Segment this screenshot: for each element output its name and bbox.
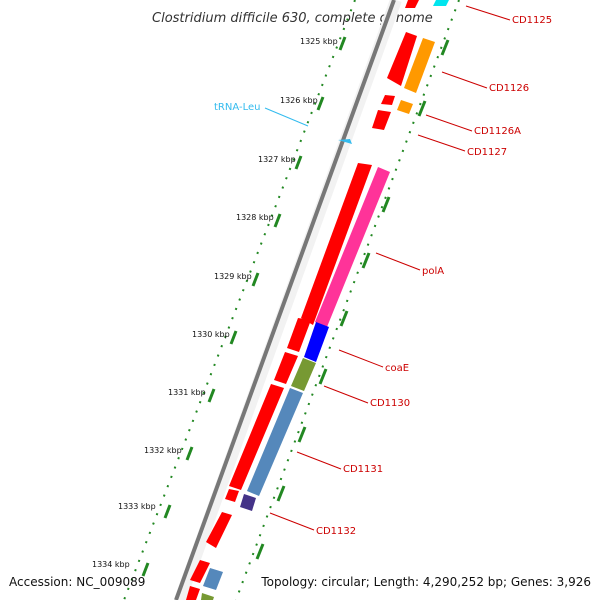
gene-feature: [203, 568, 223, 590]
gene-label-cd1126a: CD1126A: [474, 126, 521, 137]
gene-cd1125: [433, 0, 449, 6]
label-line: [338, 349, 384, 368]
gene-label-cd1131: CD1131: [343, 464, 383, 475]
gene-feature: [372, 110, 391, 130]
gene-cd1130: [291, 358, 316, 391]
inner-tick: [294, 155, 303, 170]
label-line: [269, 512, 315, 531]
label-line: [425, 114, 473, 132]
inner-tick: [185, 446, 194, 461]
tick-label: 1330 kbp: [192, 330, 230, 339]
label-line: [441, 71, 488, 89]
gene-feature: [301, 163, 372, 325]
gene-feature: [405, 0, 419, 8]
label-line: [323, 385, 369, 404]
gene-feature: [186, 586, 200, 600]
gene-feature: [206, 512, 232, 548]
backbone-line: [174, 0, 396, 601]
inner-tick: [229, 330, 238, 345]
label-line: [465, 5, 511, 21]
trna-label-line: [264, 107, 309, 127]
outer-tick: [276, 485, 286, 502]
gene-feature: [201, 593, 214, 600]
tick-label: 1332 kbp: [144, 446, 182, 455]
reverse-strand-genes: [186, 0, 419, 600]
accession-text: Accession: NC_009089: [9, 575, 145, 589]
inner-dotted-ring: [123, 0, 356, 601]
tick-label: 1326 kbp: [280, 96, 318, 105]
gene-label-cd1126: CD1126: [489, 83, 529, 94]
gene-feature: [381, 95, 395, 105]
gene-label-coae: coaE: [385, 363, 409, 374]
genome-summary-text: Topology: circular; Length: 4,290,252 bp…: [260, 575, 591, 589]
label-line: [417, 134, 466, 152]
gene-feature: [190, 560, 210, 583]
trna-marker: [338, 139, 352, 144]
label-line: [296, 451, 342, 470]
gene-cd1126: [404, 38, 435, 93]
backbone-shadow: [174, 0, 402, 603]
gene-label-cd1130: CD1130: [370, 398, 410, 409]
gene-coae: [304, 322, 329, 362]
gene-feature: [225, 489, 239, 502]
gene-label-cd1132: CD1132: [316, 526, 356, 537]
forward-strand-genes: [201, 0, 449, 600]
gene-pola: [315, 167, 390, 327]
outer-tick: [381, 196, 391, 213]
outer-tick: [339, 310, 349, 327]
map-title: Clostridium difficile 630, complete geno…: [152, 11, 433, 26]
tick-label: 1325 kbp: [300, 37, 338, 46]
outer-tick: [318, 368, 328, 385]
gene-cd1132: [240, 494, 256, 511]
inner-tick: [207, 388, 216, 403]
trna-label: tRNA-Leu: [214, 102, 260, 113]
outer-tick: [297, 426, 307, 443]
inner-tick: [163, 504, 172, 519]
gene-cd1131: [247, 388, 303, 496]
gene-label-cd1127: CD1127: [467, 147, 507, 158]
gene-label-lines: [269, 5, 511, 531]
outer-tick: [361, 252, 371, 269]
outer-tick: [440, 39, 450, 56]
outer-tick: [417, 100, 427, 117]
inner-tick: [141, 562, 150, 577]
tick-label: 1328 kbp: [236, 213, 274, 222]
outer-ring-ticks: [255, 39, 450, 560]
tick-label: 1334 kbp: [92, 560, 130, 569]
tick-label: 1333 kbp: [118, 502, 156, 511]
outer-tick: [255, 543, 265, 560]
gene-feature: [287, 318, 311, 352]
gene-label-pola: polA: [422, 266, 444, 277]
gene-feature: [387, 32, 417, 86]
inner-ring-ticks: [141, 36, 347, 577]
gene-feature: [229, 384, 284, 490]
label-line: [375, 252, 421, 271]
tick-label: 1329 kbp: [214, 272, 252, 281]
inner-tick: [316, 96, 325, 111]
gene-cd1126a: [397, 100, 413, 114]
outer-dotted-ring: [235, 0, 460, 601]
tick-label: 1327 kbp: [258, 155, 296, 164]
inner-tick: [251, 272, 260, 287]
inner-tick: [273, 213, 282, 228]
tick-label: 1331 kbp: [168, 388, 206, 397]
inner-tick: [338, 36, 347, 51]
gene-feature: [274, 352, 298, 384]
gene-label-cd1125: CD1125: [512, 15, 552, 26]
